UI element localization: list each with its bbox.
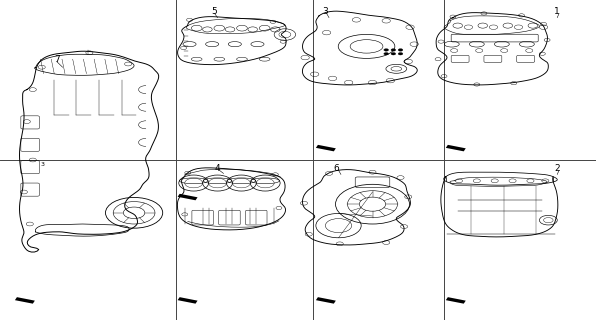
Text: 3: 3 (41, 163, 45, 167)
Circle shape (384, 52, 389, 55)
Bar (316, 145, 336, 151)
Text: 7: 7 (54, 55, 60, 64)
Circle shape (398, 52, 403, 55)
Text: 5: 5 (212, 7, 218, 16)
Text: 6: 6 (334, 164, 340, 172)
Text: 1: 1 (554, 7, 560, 16)
Text: 4: 4 (215, 164, 221, 172)
Bar (15, 297, 35, 304)
Circle shape (391, 49, 396, 51)
Bar (178, 297, 197, 304)
Text: 3: 3 (322, 7, 328, 16)
Bar (178, 194, 197, 200)
Bar (316, 297, 336, 304)
Bar (446, 145, 465, 151)
Circle shape (391, 52, 396, 55)
Circle shape (398, 49, 403, 51)
Text: 2: 2 (554, 164, 560, 172)
Bar (446, 297, 465, 304)
Circle shape (384, 49, 389, 51)
